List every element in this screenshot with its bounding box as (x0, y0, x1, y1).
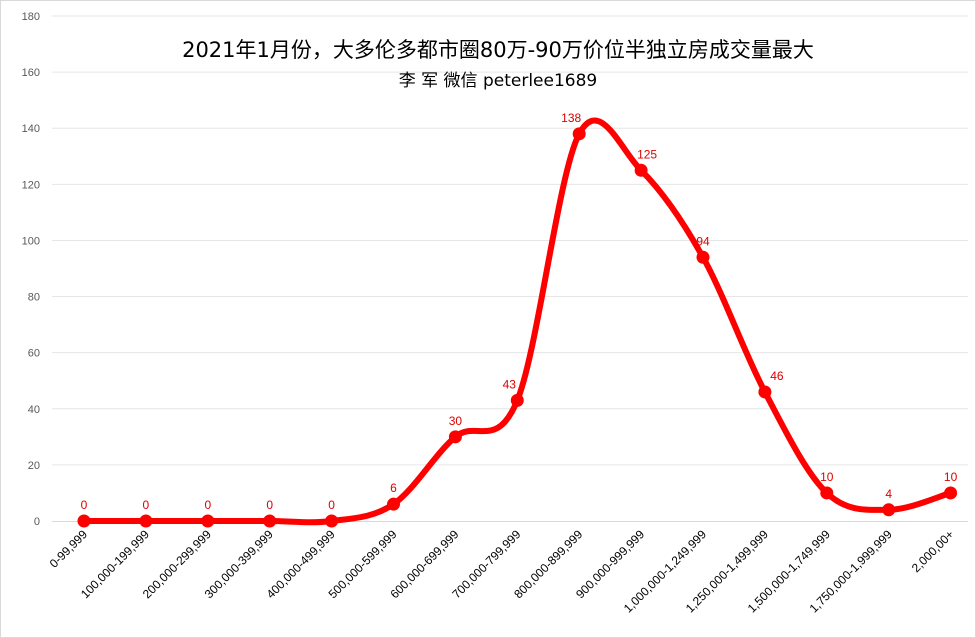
data-point (77, 514, 91, 528)
data-point (387, 497, 400, 511)
data-label: 6 (390, 481, 397, 495)
data-label: 4 (885, 487, 892, 501)
data-markers (77, 127, 958, 528)
data-point (448, 430, 462, 444)
y-tick-label: 60 (28, 348, 40, 360)
series-line (81, 117, 954, 526)
y-tick-label: 80 (28, 292, 40, 304)
data-point (572, 127, 586, 141)
data-point (758, 385, 772, 399)
data-label: 46 (770, 369, 784, 383)
y-axis-ticks: 0 20 40 60 80 100 120 140 160 180 (22, 11, 40, 528)
data-point (820, 486, 834, 500)
data-label: 0 (204, 498, 211, 512)
y-tick-label: 180 (22, 11, 40, 23)
y-tick-label: 100 (22, 235, 40, 247)
data-label: 0 (266, 498, 273, 512)
data-point (139, 514, 153, 528)
data-label: 10 (944, 470, 958, 484)
data-labels: 0 0 0 0 0 6 30 43 138 125 94 46 10 4 10 (81, 111, 958, 512)
x-axis-ticks: 0-99,999100,000-199,999200,000-299,99930… (47, 527, 957, 615)
data-label: 0 (143, 498, 150, 512)
data-point (882, 503, 896, 517)
x-tick-label: 0-99,999 (47, 527, 91, 571)
data-point (696, 250, 710, 264)
data-point (201, 514, 215, 528)
data-label: 125 (637, 147, 657, 161)
y-tick-label: 0 (34, 516, 40, 528)
y-tick-label: 160 (22, 67, 40, 79)
data-label: 94 (696, 234, 710, 248)
chart-title: 2021年1月份，大多伦多都市圈80万-90万价位半独立房成交量最大 (182, 38, 814, 62)
data-label: 0 (81, 498, 88, 512)
y-tick-label: 120 (22, 179, 40, 191)
data-label: 43 (503, 377, 517, 391)
x-tick-label: 2,000,00+ (909, 527, 957, 575)
y-tick-label: 20 (28, 460, 40, 472)
data-point (634, 163, 648, 177)
data-point (944, 486, 958, 500)
data-label: 138 (561, 111, 581, 125)
data-point (263, 514, 277, 528)
data-label: 0 (328, 498, 335, 512)
data-point (510, 393, 524, 407)
data-label: 10 (820, 470, 834, 484)
y-tick-label: 140 (22, 123, 40, 135)
chart-subtitle: 李 军 微信 peterlee1689 (399, 71, 597, 91)
gridlines (52, 15, 968, 466)
data-point (325, 514, 339, 528)
y-tick-label: 40 (28, 404, 40, 416)
data-label: 30 (449, 414, 463, 428)
